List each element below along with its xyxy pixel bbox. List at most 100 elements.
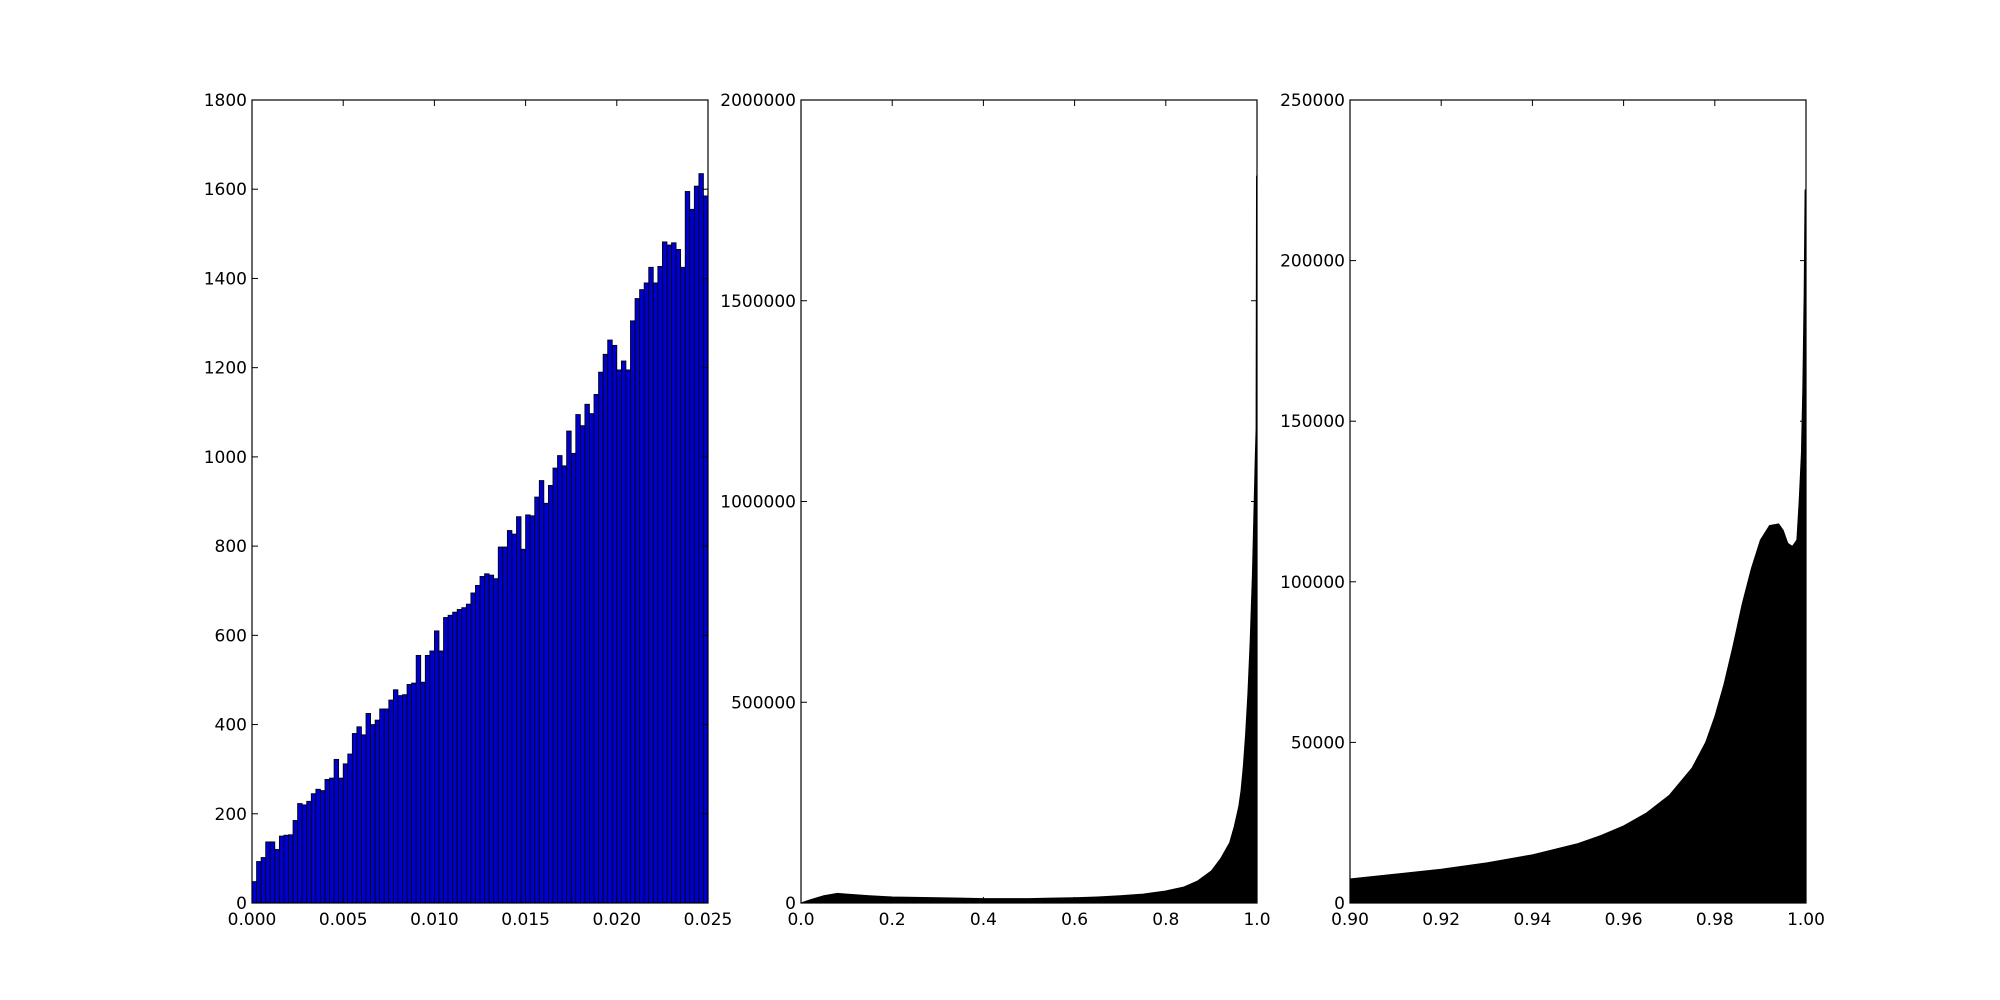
histogram-bar [347,753,353,904]
y-tick-label: 1200 [204,359,247,379]
histogram-bar [392,689,399,904]
histogram-bar [329,777,335,904]
histogram-bar [351,733,358,904]
histogram-panel-3: 0.90 0.92 0.94 0.96 0.98 1.00 0 50000 100000 1500… [1280,91,1825,930]
histogram-bar [516,516,522,904]
histogram-bar [356,726,362,904]
histogram-bar [333,758,340,904]
histogram-bar [269,841,276,904]
y-tick-label: 0 [236,894,247,914]
histogram-bar [684,191,691,904]
histogram-bar [274,849,280,904]
histogram-bar [475,584,481,904]
histogram-bar [415,655,422,904]
histogram-bar [470,592,476,904]
histogram-bar [397,695,403,904]
histogram-bar [433,630,440,904]
y-tick-label: 400 [215,716,247,736]
histogram-bar [671,242,677,904]
histogram-bar [406,684,413,904]
histogram-bar [534,496,540,904]
histogram-bar [365,713,371,904]
histogram-panel-1: 0.000 0.005 0.010 0.015 0.020 0.025 0 200 400 600… [204,91,733,930]
histogram-bar [680,266,686,904]
histogram-bar [648,266,654,904]
histogram-bar [319,790,326,904]
histogram-area [800,175,1258,904]
histogram-bar [566,430,572,904]
histogram-panel-2: 0.0 0.2 0.4 0.6 0.8 1.0 0 500000 1000000 1500000 2… [720,91,1270,930]
histogram-bar [575,414,581,904]
histogram-area [1349,189,1807,904]
histogram-bar [657,265,663,904]
histogram-bar [361,734,367,904]
x-tick-label: 0.98 [1696,910,1734,930]
histogram-bar [461,607,467,904]
histogram-bar [420,681,426,904]
y-tick-label: 200 [215,805,247,825]
histogram-bar [548,485,554,904]
histogram-bar [306,800,312,904]
y-tick-label: 600 [215,626,247,646]
histogram-bar [675,249,682,904]
histogram-bar [552,467,558,904]
y-tick-label: 1600 [204,180,247,200]
histogram-bar [703,195,709,904]
histogram-bar [607,339,613,904]
histogram-bar [324,779,330,904]
histogram-bar [602,353,609,904]
x-tick-label: 0.4 [970,910,997,930]
histogram-bar [447,614,454,904]
x-tick-label: 0.020 [592,910,641,930]
x-tick-label: 0.015 [501,910,550,930]
x-tick-label: 0.000 [228,910,277,930]
histogram-bar [484,573,490,904]
x-tick-label: 0.025 [684,910,733,930]
histogram-bar [315,788,321,904]
histogram-bar [634,298,640,904]
histogram-bar [256,861,262,904]
axes-frame [251,99,709,904]
histogram-bar [698,173,704,904]
axes-frame [1349,99,1807,904]
y-tick-label: 1400 [204,269,247,289]
histogram-bar [374,719,381,904]
axes-frame [800,99,1258,904]
y-tick-label: 200000 [1280,252,1345,272]
histogram-bar [388,699,394,904]
histogram-bar [543,502,549,904]
histogram-bar [379,708,385,904]
histogram-bar [511,533,517,904]
y-tick-label: 100000 [1280,573,1345,593]
histogram-bar [666,244,672,904]
histogram-bar [338,777,344,904]
histogram-bar [525,514,531,904]
histogram-bar [643,282,650,904]
histogram-bar [488,574,495,904]
histogram-bar [411,682,417,904]
histogram-bar [625,369,631,904]
histogram-bar [611,344,618,904]
histogram-bar [598,371,604,904]
histogram-bar [383,708,390,904]
histogram-bar [479,576,485,904]
y-tick-label: 800 [215,537,247,557]
histogram-bar [506,530,513,904]
histogram-bar [456,609,463,904]
histogram-bar [693,185,700,904]
histogram-bar [520,548,526,904]
histogram-bar [589,413,595,904]
x-tick-label: 1.00 [1787,910,1825,930]
histogram-bar [438,650,444,904]
histogram-bar [639,289,645,904]
y-tick-label: 1000000 [720,493,796,513]
histogram-bar [301,804,308,904]
histogram-bar [493,578,499,904]
y-tick-label: 1800 [204,91,247,111]
y-tick-label: 2000000 [720,91,796,111]
histogram-bar [465,603,472,904]
x-tick-label: 0.96 [1605,910,1643,930]
x-tick-label: 0.2 [879,910,906,930]
histogram-bar [402,694,408,904]
histogram-bar [593,394,599,904]
